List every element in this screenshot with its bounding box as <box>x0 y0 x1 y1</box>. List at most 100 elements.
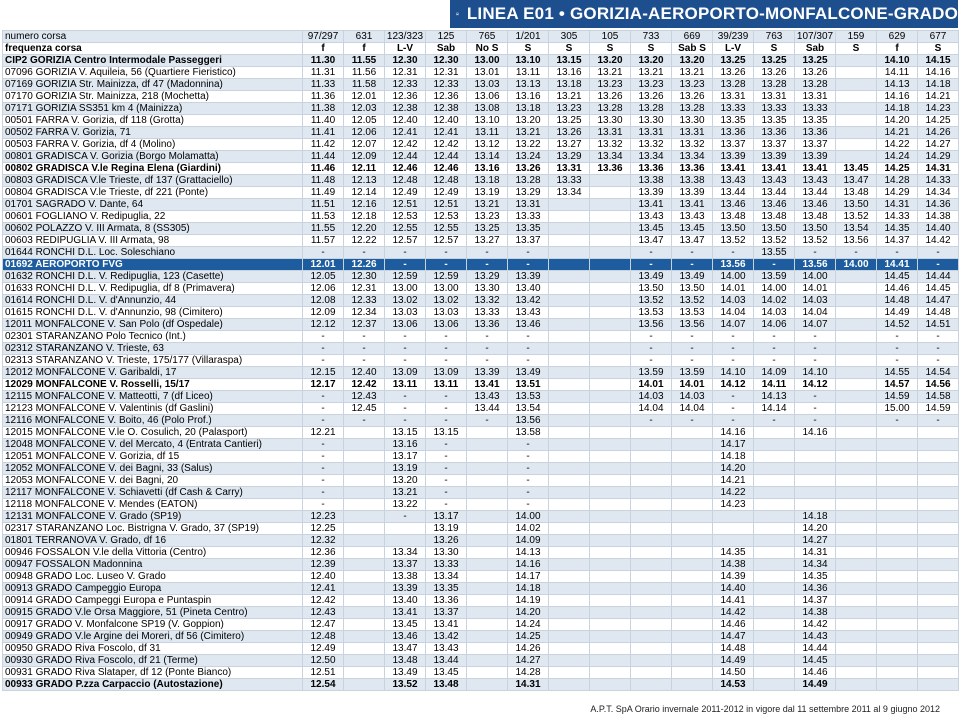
time-cell <box>589 618 631 631</box>
time-cell: 14.25 <box>917 114 959 127</box>
time-cell: 13.26 <box>507 162 549 175</box>
time-cell: 12.30 <box>425 54 467 67</box>
time-cell: 13.26 <box>712 66 754 79</box>
time-cell: 13.45 <box>630 222 672 235</box>
time-cell <box>835 522 877 535</box>
run-frequency: S <box>507 42 549 55</box>
time-cell: 14.46 <box>794 666 836 679</box>
time-cell: 14.24 <box>876 150 918 163</box>
time-cell: 13.49 <box>630 270 672 283</box>
stop-row: 00803 GRADISCA V.le Trieste, df 137 (Gra… <box>2 174 959 187</box>
time-cell: 14.18 <box>917 78 959 91</box>
time-cell: 14.38 <box>712 558 754 571</box>
time-cell: 13.22 <box>507 138 549 151</box>
time-cell <box>917 462 959 475</box>
time-cell: 14.45 <box>794 654 836 667</box>
time-cell <box>589 582 631 595</box>
time-cell: 13.20 <box>630 54 672 67</box>
time-cell: 12.31 <box>425 66 467 79</box>
stop-row: 00949 GRADO V.le Argine dei Moreri, df 5… <box>2 630 959 643</box>
time-cell: 12.46 <box>384 162 426 175</box>
time-cell <box>917 606 959 619</box>
time-cell: 14.09 <box>753 366 795 379</box>
stop-name: 12116 MONFALCONE V. Boito, 46 (Polo Prof… <box>2 414 303 427</box>
time-cell <box>466 522 508 535</box>
time-cell: 12.25 <box>302 522 344 535</box>
time-cell: - <box>876 354 918 367</box>
time-cell: 14.25 <box>876 162 918 175</box>
time-cell: 13.28 <box>507 174 549 187</box>
time-cell <box>343 606 385 619</box>
time-cell: 12.51 <box>302 666 344 679</box>
time-cell: 13.31 <box>548 162 590 175</box>
time-cell: - <box>425 258 467 271</box>
time-cell: 12.41 <box>425 126 467 139</box>
time-cell: 14.20 <box>794 522 836 535</box>
time-cell: 12.36 <box>425 90 467 103</box>
time-cell: 13.16 <box>548 66 590 79</box>
stop-name: 12012 MONFALCONE V. Garibaldi, 17 <box>2 366 303 379</box>
time-cell <box>466 654 508 667</box>
time-cell: - <box>794 342 836 355</box>
time-cell: 14.01 <box>712 282 754 295</box>
time-cell <box>876 510 918 523</box>
stop-name: 01632 RONCHI D.L. V. Redipuglia, 123 (Ca… <box>2 270 303 283</box>
time-cell: 12.39 <box>302 558 344 571</box>
time-cell: 12.12 <box>302 318 344 331</box>
time-cell: 13.23 <box>589 78 631 91</box>
header-row: frequenza corsa f f L-V Sab No S S S S S Sab S L-V S… <box>2 42 959 55</box>
time-cell <box>589 282 631 295</box>
time-cell <box>917 594 959 607</box>
time-cell: 13.32 <box>671 138 713 151</box>
time-cell <box>548 222 590 235</box>
time-cell: - <box>507 330 549 343</box>
time-cell <box>548 294 590 307</box>
time-cell: 12.48 <box>425 174 467 187</box>
time-cell: 14.27 <box>507 654 549 667</box>
time-cell: 13.40 <box>384 594 426 607</box>
time-cell: 12.31 <box>343 282 385 295</box>
time-cell: - <box>876 246 918 259</box>
stop-name: 02312 STARANZANO V. Trieste, 63 <box>2 342 303 355</box>
time-cell <box>671 510 713 523</box>
time-cell: 14.23 <box>917 102 959 115</box>
time-cell: 14.21 <box>712 474 754 487</box>
time-cell <box>917 522 959 535</box>
time-cell: 11.30 <box>302 54 344 67</box>
time-cell <box>835 570 877 583</box>
time-cell <box>630 582 672 595</box>
time-cell: 13.18 <box>466 174 508 187</box>
run-frequency: f <box>876 42 918 55</box>
time-cell <box>630 606 672 619</box>
time-cell <box>753 438 795 451</box>
time-cell: 13.19 <box>425 522 467 535</box>
time-cell <box>548 558 590 571</box>
time-cell: - <box>384 510 426 523</box>
time-cell <box>835 486 877 499</box>
time-cell <box>671 534 713 547</box>
time-cell: 14.31 <box>794 546 836 559</box>
time-cell <box>548 234 590 247</box>
time-cell: 14.13 <box>753 390 795 403</box>
time-cell <box>876 486 918 499</box>
time-cell <box>589 426 631 439</box>
time-cell: 12.59 <box>384 270 426 283</box>
time-cell: 13.38 <box>384 570 426 583</box>
time-cell: - <box>425 402 467 415</box>
time-cell: 12.41 <box>384 126 426 139</box>
stop-row: 00804 GRADISCA V.le Trieste, df 221 (Pon… <box>2 186 959 199</box>
stop-row: 00914 GRADO Campeggi Europa e Puntaspin 1… <box>2 594 959 607</box>
stop-row: 07169 GORIZIA Str. Mainizza, df 47 (Mado… <box>2 78 959 91</box>
time-cell: - <box>671 414 713 427</box>
time-cell: 14.03 <box>712 294 754 307</box>
time-cell <box>794 438 836 451</box>
stop-row: 12116 MONFALCONE V. Boito, 46 (Polo Prof… <box>2 414 959 427</box>
time-cell: 13.28 <box>630 102 672 115</box>
time-cell: - <box>384 258 426 271</box>
time-cell <box>917 534 959 547</box>
time-cell: - <box>507 474 549 487</box>
time-cell: 13.39 <box>753 150 795 163</box>
time-cell <box>835 126 877 139</box>
time-cell: 13.28 <box>671 102 713 115</box>
